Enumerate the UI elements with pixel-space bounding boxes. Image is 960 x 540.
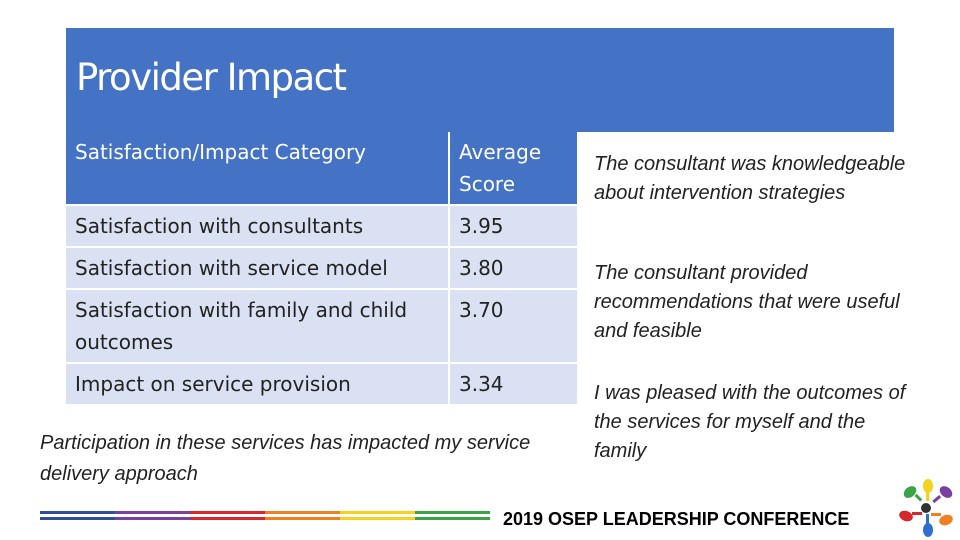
score-cell: 3.80 (449, 247, 579, 290)
stripe (190, 511, 265, 514)
table-row: Impact on service provision 3.34 (66, 363, 579, 406)
color-stripes (40, 511, 490, 523)
colorful-hands-logo-icon (899, 479, 953, 537)
stripe (265, 517, 340, 520)
score-cell: 3.95 (449, 205, 579, 248)
bottom-quote: Participation in these services has impa… (40, 432, 531, 485)
table-row: Satisfaction with family and child outco… (66, 289, 579, 364)
logo-hand (923, 514, 933, 537)
score-cell: 3.70 (449, 289, 579, 364)
slide-title: Provider Impact (76, 56, 347, 99)
side-quote-recommendations: The consultant provided recommendations … (594, 262, 900, 342)
stripe (340, 511, 415, 514)
category-cell: Satisfaction with family and child outco… (66, 289, 450, 364)
column-header-category: Satisfaction/Impact Category (66, 132, 450, 206)
stripe (40, 511, 115, 514)
category-cell: Satisfaction with service model (66, 247, 450, 290)
logo-hand (932, 486, 953, 504)
category-cell: Impact on service provision (66, 363, 450, 406)
side-quote-outcomes: I was pleased with the outcomes of the s… (594, 382, 906, 462)
column-header-score: Average Score (449, 132, 579, 206)
logo-hand (923, 479, 933, 501)
table-row: Satisfaction with service model 3.80 (66, 247, 579, 290)
side-quote-knowledgeable: The consultant was knowledgeable about i… (594, 153, 906, 204)
logo-hand (931, 513, 953, 526)
logo-hand (903, 486, 923, 502)
stripe (340, 517, 415, 520)
stripe (415, 511, 490, 514)
title-bar (66, 28, 894, 132)
logo-center (921, 503, 931, 513)
table-row: Satisfaction with consultants 3.95 (66, 205, 579, 248)
logo-hand (899, 510, 922, 522)
category-cell: Satisfaction with consultants (66, 205, 450, 248)
stripe (40, 517, 115, 520)
score-cell: 3.34 (449, 363, 579, 406)
impact-table: Satisfaction/Impact Category Average Sco… (66, 132, 579, 406)
conference-footer: 2019 OSEP LEADERSHIP CONFERENCE (503, 509, 850, 529)
stripe (415, 517, 490, 520)
stripe (265, 511, 340, 514)
stripe (115, 517, 190, 520)
stripe (190, 517, 265, 520)
stripe (115, 511, 190, 514)
table-header-row: Satisfaction/Impact Category Average Sco… (66, 132, 579, 206)
